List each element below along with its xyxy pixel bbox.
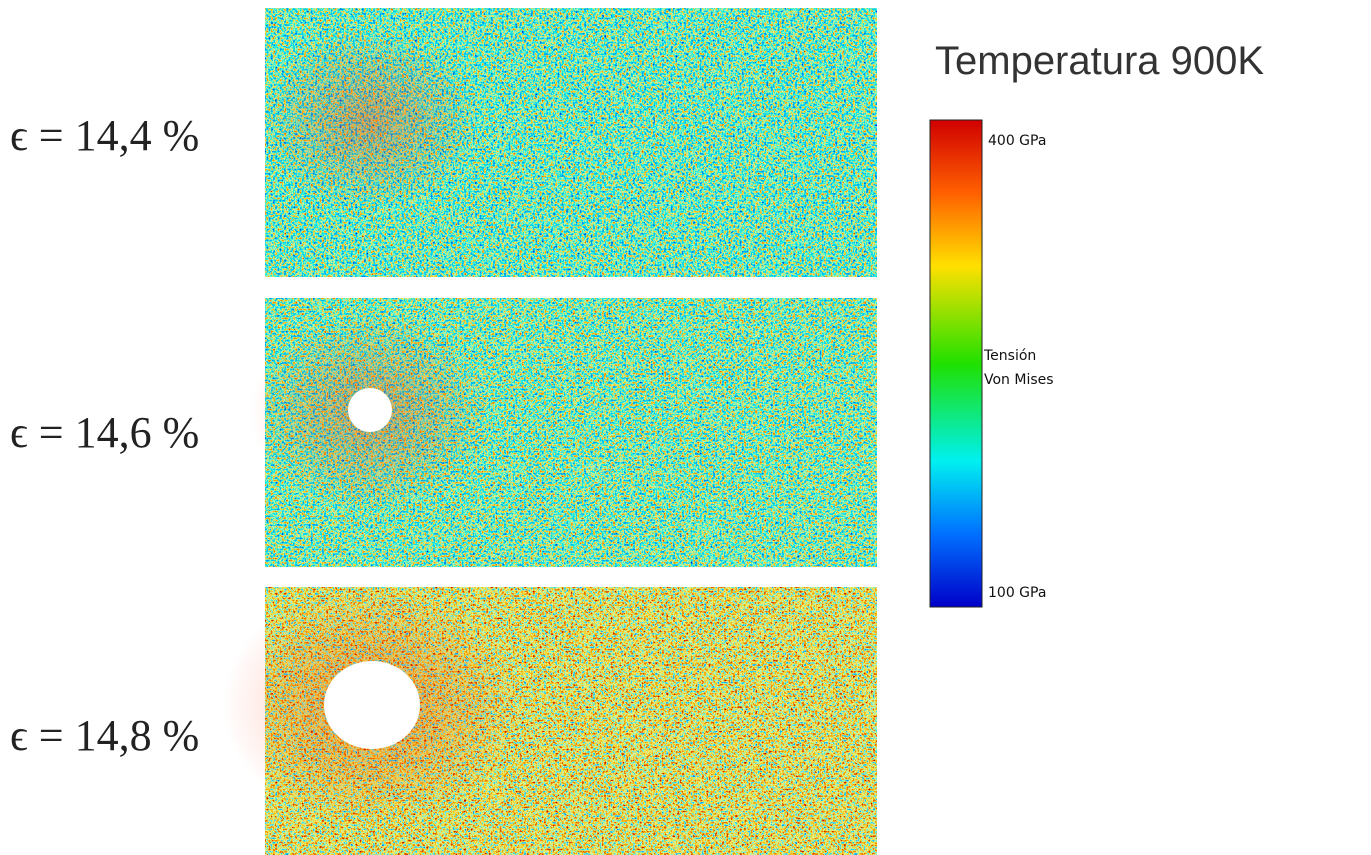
strain-label: ϵ = 14,6 % [10,408,199,457]
colorbar-max-label: 400 GPa [988,133,1046,149]
void [324,661,420,749]
colorbar-min-label: 100 GPa [988,585,1046,601]
strain-label: ϵ = 14,4 % [10,111,199,160]
void [348,388,392,432]
strain-label: ϵ = 14,8 % [10,711,199,760]
colorbar [930,120,982,607]
figure: ϵ = 14,4 % ϵ = 14,6 % ϵ = 14,8 % Tempera… [0,0,1371,855]
colorbar-quantity: Von Mises [984,372,1054,388]
colorbar-quantity: Tensión [983,348,1036,364]
stress-region [260,30,480,210]
figure-title: Temperatura 900K [935,39,1264,83]
